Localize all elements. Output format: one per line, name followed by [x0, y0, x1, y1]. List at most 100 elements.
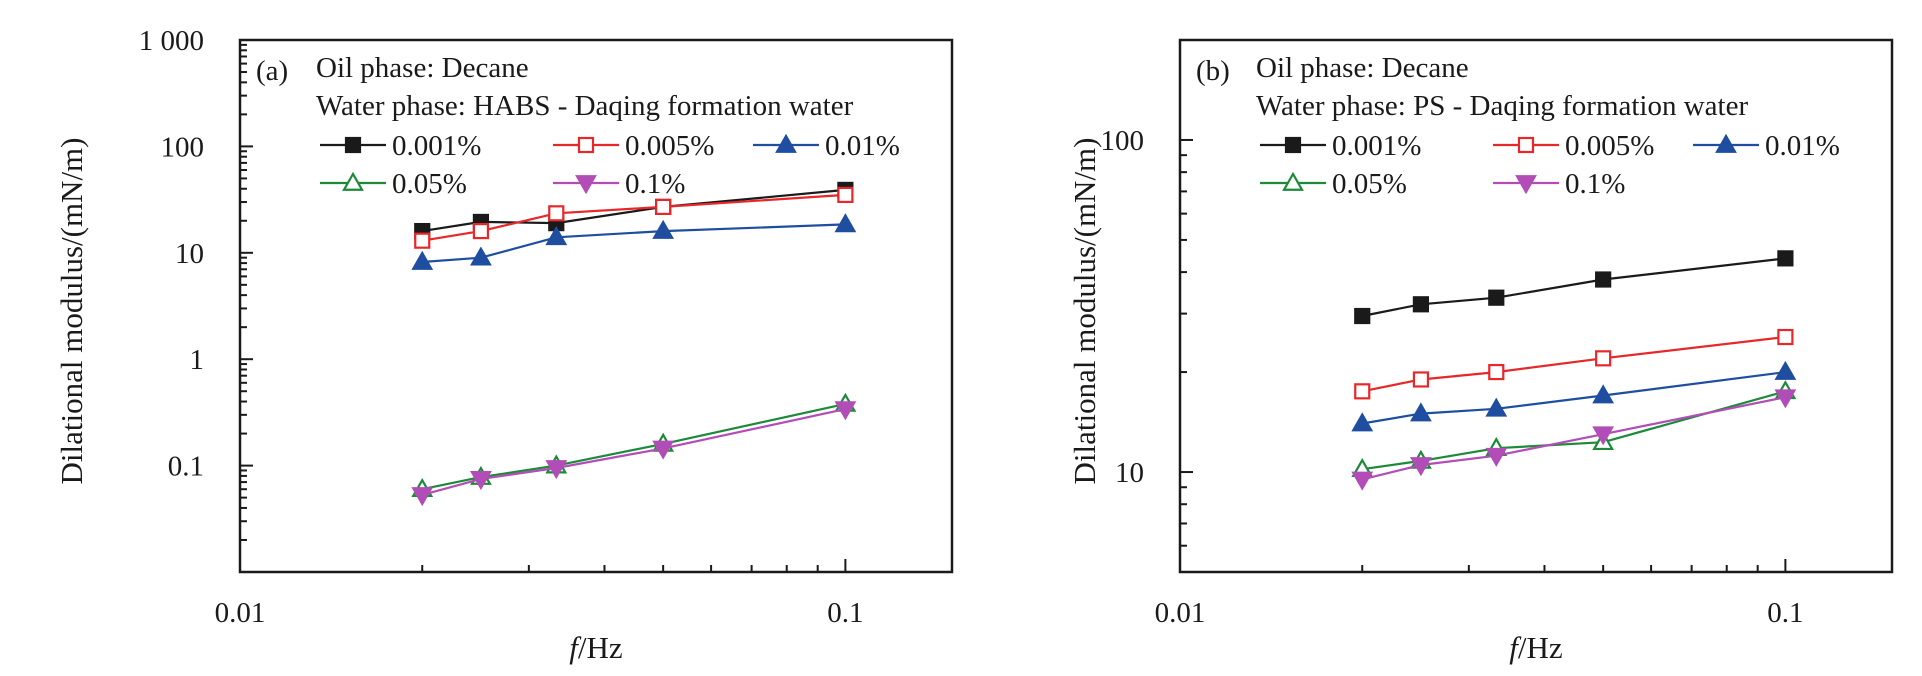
- data-point: [470, 471, 492, 491]
- series-5: [411, 401, 857, 507]
- legend-label: 0.05%: [1332, 168, 1407, 200]
- data-point: [1488, 289, 1505, 306]
- y-tick-label: 0.1: [168, 451, 204, 483]
- oil-phase-label: Oil phase: Decane: [316, 52, 529, 84]
- legend-marker: [775, 133, 797, 153]
- x-tick-label: 0.01: [1155, 597, 1206, 629]
- x-axis-title-unit: /Hz: [1518, 630, 1563, 665]
- data-point: [1410, 402, 1432, 422]
- legend-marker: [342, 171, 364, 191]
- chart-panel-a: 0.1 1 10 100 1 000 0.01 0.1 f/Hz Dilational modu…: [54, 25, 954, 665]
- y-axis-title: Dilational modulus/(mN/m): [54, 138, 89, 485]
- legend-item: 0.001%: [320, 130, 481, 162]
- data-point: [655, 198, 672, 216]
- data-point: [1488, 363, 1505, 381]
- legend-marker: [577, 136, 595, 154]
- legend-label: 0.005%: [1565, 130, 1654, 162]
- legend-item: 0.01%: [753, 130, 900, 162]
- data-point: [652, 440, 675, 460]
- legend-item: 0.1%: [1493, 168, 1625, 200]
- legend-label: 0.1%: [625, 168, 685, 200]
- data-point: [1777, 250, 1794, 267]
- y-axis-title: Dilational modulus/(mN/m): [1067, 138, 1102, 485]
- data-point: [1774, 360, 1797, 380]
- legend-label: 0.001%: [1332, 130, 1421, 162]
- legend: 0.001% 0.005% 0.01% 0.05% 0.1%: [1260, 130, 1840, 200]
- data-point: [1351, 412, 1374, 432]
- legend-item: 0.001%: [1260, 130, 1421, 162]
- x-tick-label: 0.1: [1767, 597, 1803, 629]
- legend-marker: [575, 175, 597, 195]
- data-point: [545, 226, 568, 246]
- data-point: [1351, 471, 1374, 491]
- legend-marker: [1715, 133, 1737, 153]
- legend-label: 0.001%: [392, 130, 481, 162]
- data-point: [1592, 426, 1615, 446]
- data-point: [1777, 328, 1794, 346]
- y-tick-label: 100: [161, 131, 205, 163]
- water-phase-label: Water phase: HABS - Daqing formation wat…: [316, 90, 854, 122]
- chart-panel-b: 10 100 0.01 0.1 f/Hz Dilational modulus/(mN/m…: [1067, 38, 1894, 665]
- legend-item: 0.005%: [553, 130, 714, 162]
- series-2: [414, 186, 854, 249]
- y-tick-label: 100: [1101, 125, 1145, 157]
- data-point: [1354, 307, 1371, 325]
- y-tick-label: 1: [190, 344, 205, 376]
- data-point: [411, 250, 434, 270]
- data-point: [1485, 397, 1508, 417]
- legend-marker: [1282, 171, 1304, 191]
- panel-label: (a): [256, 55, 288, 87]
- x-axis-title: f/Hz: [569, 630, 622, 665]
- data-point: [545, 460, 568, 480]
- legend-marker: [1515, 175, 1537, 195]
- data-point: [411, 487, 434, 507]
- legend-label: 0.1%: [1565, 168, 1625, 200]
- data-point: [414, 232, 431, 249]
- plot-frame: [238, 38, 954, 574]
- series-2: [1354, 328, 1794, 400]
- x-axis-title-unit: /Hz: [578, 630, 623, 665]
- data-point: [472, 222, 490, 240]
- series-5: [1351, 389, 1797, 491]
- water-phase-label: Water phase: PS - Daqing formation water: [1256, 90, 1748, 122]
- data-point: [1595, 271, 1612, 288]
- legend-item: 0.1%: [553, 168, 685, 200]
- legend-label: 0.005%: [625, 130, 714, 162]
- data-point: [1354, 383, 1371, 400]
- data-point: [470, 246, 492, 266]
- plot-frame: [1178, 38, 1894, 574]
- data-point: [652, 219, 675, 239]
- series-3: [411, 213, 857, 270]
- data-point: [1774, 389, 1797, 409]
- legend-item: 0.005%: [1493, 130, 1654, 162]
- legend-item: 0.01%: [1693, 130, 1840, 162]
- data-point: [834, 401, 857, 421]
- data-point: [837, 186, 854, 204]
- legend-label: 0.05%: [392, 168, 467, 200]
- data-point: [1485, 447, 1508, 467]
- legend-label: 0.01%: [825, 130, 900, 162]
- legend-label: 0.01%: [1765, 130, 1840, 162]
- data-point: [1595, 350, 1612, 367]
- legend-marker: [344, 136, 362, 154]
- series-1: [1354, 250, 1794, 325]
- panel-label: (b): [1196, 55, 1230, 87]
- series-3: [1351, 360, 1797, 432]
- legend-marker: [1284, 136, 1302, 154]
- y-tick-label: 10: [175, 238, 204, 270]
- legend-item: 0.05%: [1260, 168, 1407, 200]
- x-tick-label: 0.01: [215, 597, 266, 629]
- data-point: [1592, 384, 1615, 404]
- x-tick-label: 0.1: [827, 597, 863, 629]
- y-tick-label: 10: [1115, 457, 1144, 489]
- legend-marker: [1517, 136, 1535, 154]
- data-point: [1412, 296, 1430, 313]
- data-point: [1410, 457, 1432, 477]
- legend: 0.001% 0.005% 0.01% 0.05% 0.1%: [320, 130, 900, 200]
- y-tick-label: 1 000: [139, 25, 204, 57]
- data-point: [548, 205, 565, 222]
- data-point: [1412, 371, 1430, 388]
- x-axis-title: f/Hz: [1509, 630, 1562, 665]
- data-point: [834, 213, 857, 233]
